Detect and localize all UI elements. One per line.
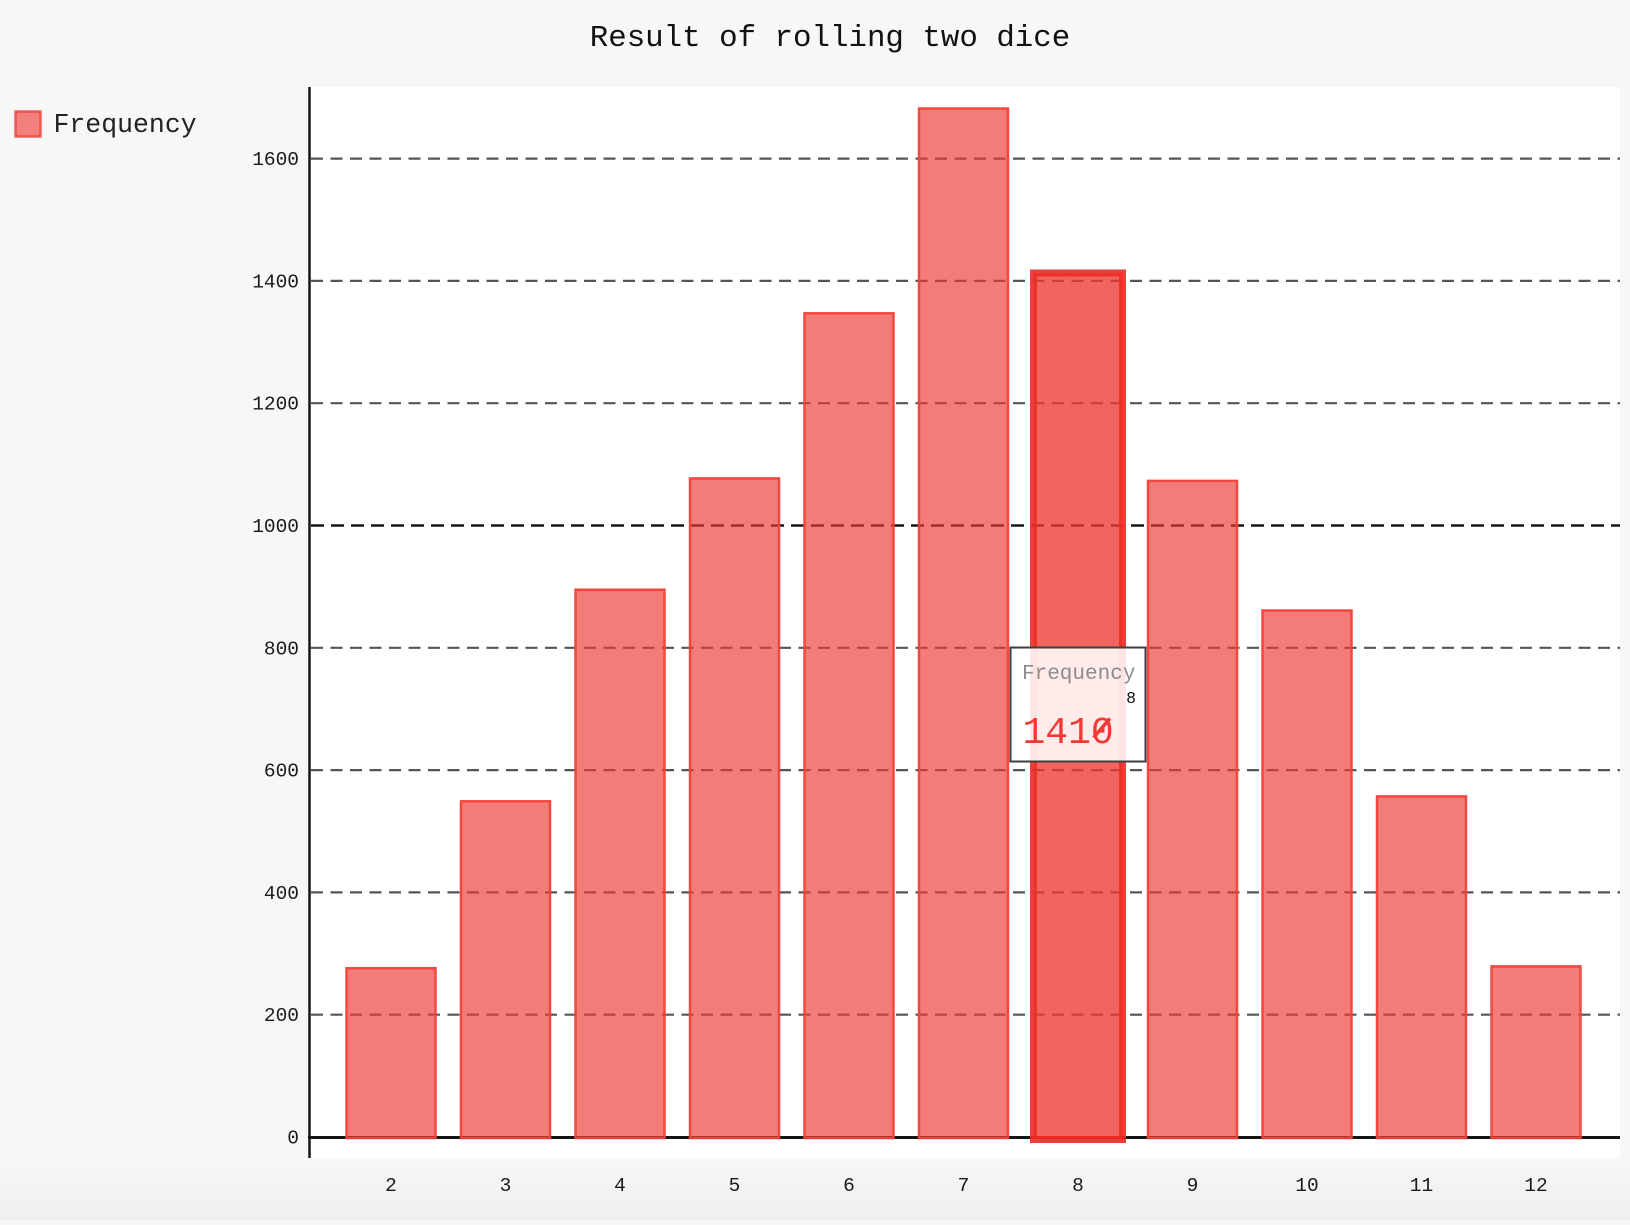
svg-text:5: 5: [729, 1175, 741, 1197]
svg-text:2: 2: [385, 1175, 397, 1197]
svg-text:200: 200: [264, 1005, 299, 1027]
svg-text:8: 8: [1072, 1175, 1084, 1197]
svg-text:Result of rolling two dice: Result of rolling two dice: [590, 21, 1071, 56]
svg-text:9: 9: [1187, 1175, 1199, 1197]
svg-text:8: 8: [1126, 689, 1136, 708]
svg-text:400: 400: [264, 883, 299, 905]
svg-text:600: 600: [264, 761, 299, 783]
svg-text:800: 800: [264, 638, 299, 660]
svg-text:1400: 1400: [252, 271, 299, 293]
svg-text:1000: 1000: [252, 516, 299, 538]
svg-text:1600: 1600: [252, 149, 299, 171]
svg-text:1410: 1410: [1023, 712, 1114, 755]
svg-text:1200: 1200: [252, 394, 299, 416]
svg-text:0: 0: [287, 1128, 299, 1150]
svg-text:7: 7: [958, 1175, 970, 1197]
svg-text:4: 4: [614, 1175, 626, 1197]
svg-text:10: 10: [1295, 1175, 1318, 1197]
svg-text:12: 12: [1524, 1175, 1547, 1197]
svg-text:11: 11: [1410, 1175, 1433, 1197]
svg-text:3: 3: [500, 1175, 512, 1197]
svg-text:6: 6: [843, 1175, 855, 1197]
svg-text:Frequency: Frequency: [1022, 663, 1135, 686]
svg-text:Frequency: Frequency: [54, 110, 197, 140]
